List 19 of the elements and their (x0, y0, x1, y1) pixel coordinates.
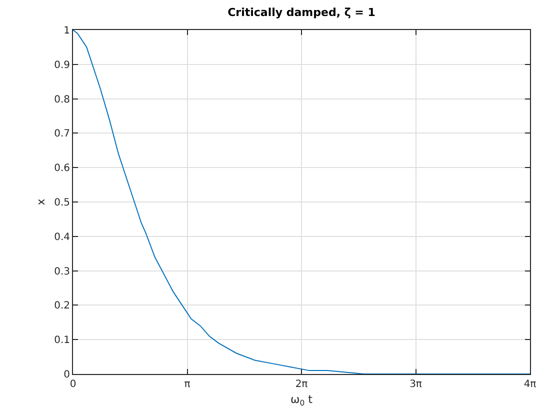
x-axis-title: ω$_{0}$ t (290, 393, 314, 408)
y-tick-label: 0.1 (54, 335, 70, 346)
x-tick-label: 2π (295, 379, 308, 390)
y-tick-label: 0.7 (54, 128, 70, 140)
y-tick-label: 0.5 (54, 198, 70, 208)
x-tick-label: 4π (524, 379, 536, 390)
y-tick-label: 1 (64, 26, 70, 36)
x-tick-label: 3π (410, 379, 422, 390)
y-tick-label: 0.8 (54, 94, 70, 106)
y-tick-label: 0.2 (54, 300, 70, 312)
x-tick-label: π (184, 379, 190, 390)
y-tick-label: 0.3 (54, 266, 70, 278)
y-tick-label: 0.9 (54, 60, 70, 71)
y-tick-label: 0 (64, 370, 70, 380)
y-tick-label: 0.4 (54, 232, 70, 243)
chart-title: Critically damped, ζ = 1 (228, 6, 376, 19)
y-tick-label: 0.6 (54, 163, 70, 174)
line-series (73, 30, 530, 374)
y-axis-title: x (34, 198, 48, 206)
